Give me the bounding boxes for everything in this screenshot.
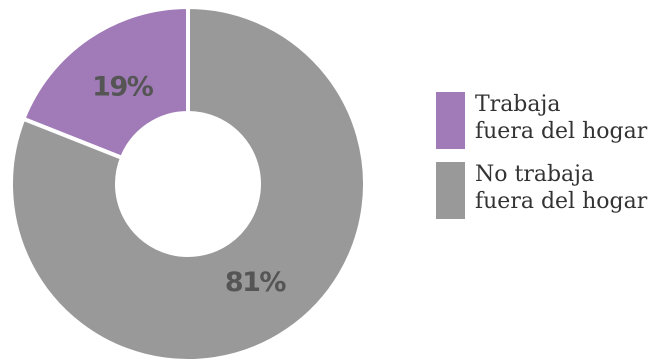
- legend-swatch-no-trabaja-fuera-del-hogar: [436, 162, 465, 219]
- legend-label-trabaja-fuera-del-hogar: Trabaja fuera del hogar: [475, 92, 648, 144]
- legend-label-line: fuera del hogar: [475, 189, 648, 214]
- legend-label-line: No trabaja: [475, 162, 594, 187]
- value-label-trabaja-fuera-del-hogar: 19%: [92, 72, 154, 103]
- legend-label-no-trabaja-fuera-del-hogar: No trabaja fuera del hogar: [475, 162, 648, 214]
- value-label-no-trabaja-fuera-del-hogar: 81%: [225, 267, 287, 298]
- donut-slices: [11, 7, 365, 361]
- legend-label-line: fuera del hogar: [475, 119, 648, 144]
- legend-label-line: Trabaja: [475, 92, 560, 117]
- legend-swatch-trabaja-fuera-del-hogar: [436, 92, 465, 149]
